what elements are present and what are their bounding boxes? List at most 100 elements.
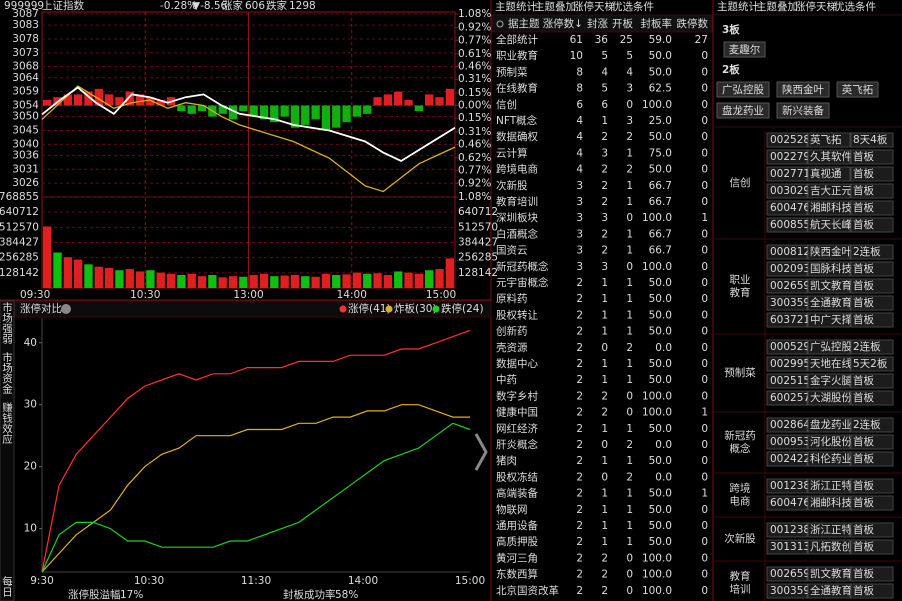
side-tab[interactable]: 市场资金 <box>1 351 13 394</box>
stat-label: 涨停股溢幅 <box>68 588 121 601</box>
search-icon[interactable] <box>496 20 504 28</box>
ladder-tab: 涨停天梯 <box>795 0 837 13</box>
name-box[interactable] <box>807 149 851 165</box>
y2-tick-label: 0.92% <box>458 22 491 34</box>
stock-button[interactable] <box>723 41 766 58</box>
table-cell: 1 <box>626 374 633 386</box>
code-box[interactable] <box>766 166 808 182</box>
code-box[interactable] <box>766 434 808 450</box>
name-box[interactable] <box>807 566 851 582</box>
code-box[interactable] <box>766 478 808 494</box>
theme-name: 股权冻结 <box>496 470 538 483</box>
name-box[interactable] <box>807 261 851 277</box>
code-box[interactable] <box>766 200 808 216</box>
name-box[interactable] <box>807 312 851 328</box>
table-cell: 2 <box>576 277 583 289</box>
stock-tag: 首板 <box>853 201 874 214</box>
code-box[interactable] <box>766 566 808 582</box>
stock-code: 300359 <box>770 585 810 597</box>
name-box[interactable] <box>807 373 851 389</box>
name-box[interactable] <box>807 217 851 233</box>
table-cell: 50.0 <box>649 66 672 78</box>
side-tab[interactable]: 市场强弱 <box>1 301 13 345</box>
stock-button[interactable] <box>836 81 879 98</box>
theme-name: 数据中心 <box>496 357 538 370</box>
code-box[interactable] <box>766 183 808 199</box>
volume-bar <box>135 271 145 288</box>
code-box[interactable] <box>766 339 808 355</box>
name-box[interactable] <box>807 278 851 294</box>
code-box[interactable] <box>766 149 808 165</box>
theme-name: 黄河三角 <box>496 551 538 564</box>
name-box[interactable] <box>807 539 851 555</box>
theme-name: 跨境电商 <box>496 163 538 176</box>
name-box[interactable] <box>807 200 851 216</box>
name-box[interactable] <box>807 356 851 372</box>
table-cell: 66.7 <box>649 196 672 208</box>
code-box[interactable] <box>766 132 808 148</box>
table-cell: 2 <box>601 390 608 402</box>
code-box[interactable] <box>766 495 808 511</box>
theme-name: 壳资源 <box>496 341 528 354</box>
volume-bar <box>84 264 93 288</box>
stock-button[interactable] <box>776 102 830 119</box>
tag-box <box>850 183 894 199</box>
breadth-bar <box>43 99 52 106</box>
limit-line <box>41 329 471 573</box>
table-cell: 1 <box>601 309 608 321</box>
code-box[interactable] <box>766 539 808 555</box>
table-tab: 涨停天梯 <box>573 0 615 13</box>
y-tick-label: 3087 <box>12 8 39 20</box>
code-box[interactable] <box>766 583 808 599</box>
code-box[interactable] <box>766 295 808 311</box>
code-box[interactable] <box>766 390 808 406</box>
y-tick-label: 3059 <box>12 86 39 98</box>
code-box[interactable] <box>766 522 808 538</box>
theme-name: 国资云 <box>496 245 528 257</box>
name-box[interactable] <box>807 434 851 450</box>
code-box[interactable] <box>766 312 808 328</box>
table-cell: 1 <box>626 455 633 467</box>
code-box[interactable] <box>766 217 808 233</box>
table-cell: 2 <box>576 488 583 500</box>
name-box[interactable] <box>807 339 851 355</box>
side-tab[interactable]: 赚钱效应 <box>1 401 13 445</box>
name-box[interactable] <box>807 390 851 406</box>
level-label: 2板 <box>722 63 740 76</box>
side-tab[interactable]: 每日 <box>1 575 13 597</box>
code-box[interactable] <box>766 451 808 467</box>
volume-tick-label: 640712 <box>0 206 39 218</box>
code-box[interactable] <box>766 244 808 260</box>
code-box[interactable] <box>766 373 808 389</box>
next-arrow[interactable] <box>474 433 488 471</box>
stock-code: 301313 <box>770 541 810 553</box>
y-tick-label: 3054 <box>12 100 39 112</box>
name-box[interactable] <box>807 583 851 599</box>
name-box[interactable] <box>807 478 851 494</box>
name-box[interactable] <box>807 451 851 467</box>
stock-button[interactable] <box>776 81 830 98</box>
stock-name: 浙江正特 <box>810 524 852 536</box>
name-box[interactable] <box>807 522 851 538</box>
stock-code: 002093 <box>770 263 810 275</box>
name-box[interactable] <box>807 166 851 182</box>
breadth-bar <box>259 105 269 120</box>
code-box[interactable] <box>766 356 808 372</box>
table-cell: 1 <box>626 488 633 500</box>
stock-code: 600855 <box>770 219 810 231</box>
name-box[interactable] <box>807 183 851 199</box>
info-icon[interactable] <box>61 304 71 314</box>
code-box[interactable] <box>766 261 808 277</box>
name-box[interactable] <box>807 295 851 311</box>
name-box[interactable] <box>807 495 851 511</box>
name-box[interactable] <box>807 417 851 433</box>
table-cell: 1 <box>626 423 633 435</box>
name-box[interactable] <box>807 244 851 260</box>
tag-box <box>850 356 894 372</box>
stock-button[interactable] <box>716 102 770 119</box>
name-box[interactable] <box>807 132 851 148</box>
code-box[interactable] <box>766 278 808 294</box>
table-cell: 2 <box>576 407 583 419</box>
code-box[interactable] <box>766 417 808 433</box>
stock-button[interactable] <box>716 81 770 98</box>
